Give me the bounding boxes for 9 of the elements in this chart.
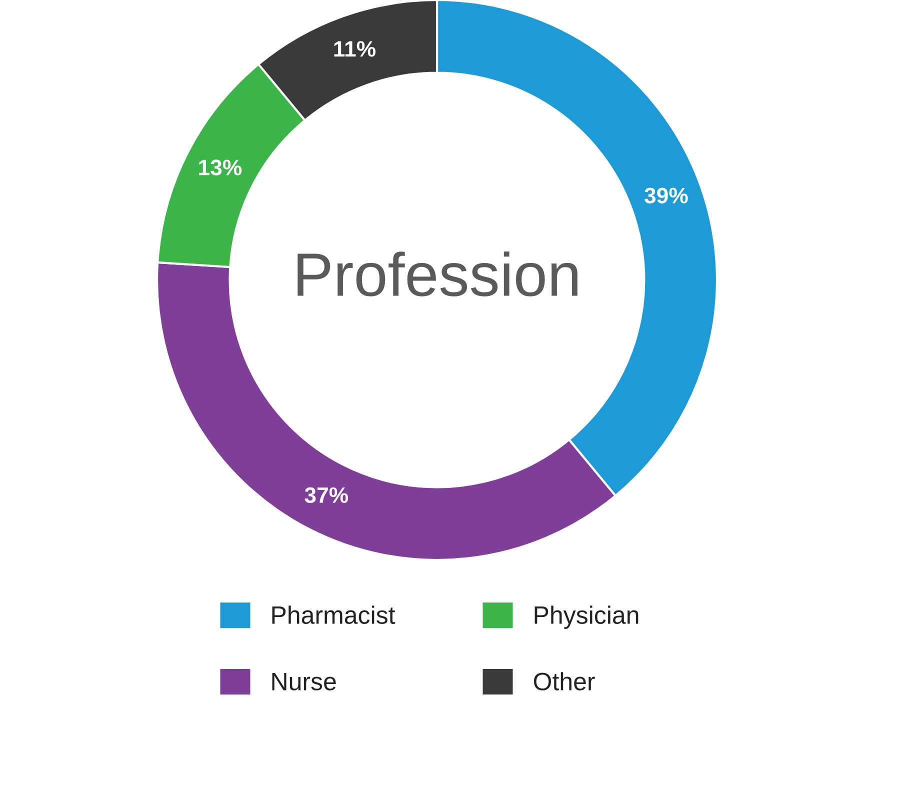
data-label: 39% [644, 188, 688, 204]
text: Profession [298, 252, 578, 296]
legend-label: Nurse [272, 672, 336, 690]
data-label: 11% [334, 41, 376, 57]
data-label: 37% [304, 487, 348, 504]
data-label: 13% [199, 160, 242, 176]
legend-label: Physician [534, 606, 638, 629]
legend-label: Pharmacist [272, 606, 396, 624]
legend-label: Other [534, 672, 595, 690]
